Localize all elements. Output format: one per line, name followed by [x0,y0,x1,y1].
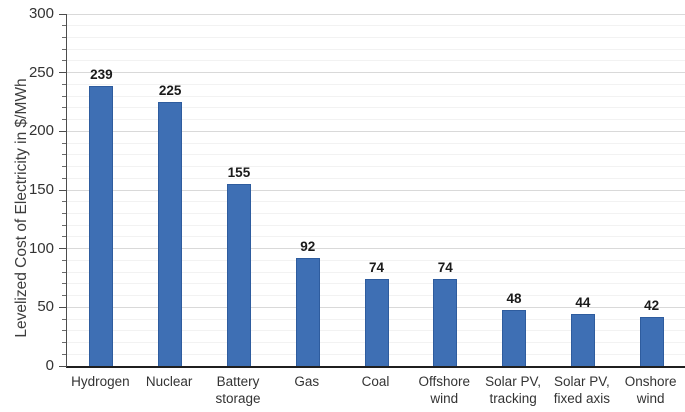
minor-gridline [67,60,685,62]
bar-value-label: 44 [575,295,591,311]
bar-value-label: 225 [158,83,182,98]
bar [639,316,664,366]
y-axis-tick [61,236,66,238]
y-axis-tick-label: 0 [45,357,54,374]
y-axis-tick [58,306,66,308]
minor-gridline [67,201,685,203]
x-axis-label: Solar PV, fixed axis [553,374,610,406]
y-axis-tick-label: 150 [28,181,54,198]
x-axis-labels: Hydrogen Nuclear Battery storage Gas Coal Off… [66,373,685,407]
bar-value-label: 239 [90,66,113,82]
x-axis-label: Offshore wind [418,374,471,406]
y-axis-tick-label: 300 [28,5,54,22]
bar [570,314,595,366]
bar [433,279,458,366]
minor-gridline [67,212,685,214]
y-axis-tick [61,271,66,273]
y-axis-tick [61,259,66,261]
y-axis-tick [61,177,66,179]
y-axis-tick [61,95,66,97]
major-gridline [67,130,685,132]
minor-gridline [67,166,685,168]
bar [226,184,251,366]
y-axis-tick [61,60,66,62]
y-axis-tick [61,119,66,121]
x-axis-label: Solar PV, tracking [485,374,541,406]
bar [89,85,114,366]
y-axis-tick [61,107,66,109]
minor-gridline [67,271,685,273]
y-axis-tick [61,330,66,332]
y-axis-tick [61,48,66,50]
y-axis-tick [61,166,66,168]
minor-gridline [67,36,685,38]
minor-gridline [67,95,685,97]
bar [502,309,527,366]
minor-gridline [67,107,685,109]
y-axis-tick-labels: 0 50 100 150 200 250 300 [0,5,54,374]
major-gridline [67,189,685,191]
y-axis-tick [61,83,66,85]
y-axis-tick [61,224,66,226]
bar-value-label: 92 [300,239,316,255]
minor-gridline [67,25,685,27]
minor-gridline [67,83,685,85]
y-axis-tick [61,353,66,355]
bar-value-label: 74 [368,260,385,276]
minor-gridline [67,142,685,144]
x-axis-label: Hydrogen [71,374,130,389]
y-axis-tick [61,295,66,297]
y-axis-tick-marks [58,13,66,367]
minor-gridline [67,48,685,50]
major-gridline [67,13,685,15]
bar-value-label: 48 [506,290,522,306]
y-axis-tick [58,13,66,15]
minor-gridline [67,177,685,179]
y-axis-tick [58,189,66,191]
x-axis-label: Gas [294,374,320,389]
x-axis-label: Onshore wind [624,374,677,406]
major-gridline [67,248,685,250]
y-axis-tick-label: 50 [37,298,54,316]
y-axis-tick [61,212,66,214]
bar [158,102,183,366]
minor-gridline [67,154,685,156]
minor-gridline [67,224,685,226]
y-axis-tick-label: 250 [28,63,54,81]
y-axis-tick [61,342,66,344]
y-axis-tick [61,36,66,38]
y-axis-tick [61,201,66,203]
y-axis-tick [58,130,66,132]
x-axis-label: Battery storage [215,374,261,406]
y-axis-tick [61,283,66,285]
y-axis-tick [61,25,66,27]
y-axis-tick [58,248,66,250]
major-gridline [67,72,685,74]
bar-value-label: 42 [644,297,660,313]
x-axis-label: Nuclear [145,374,193,389]
plot-area: 239 225 155 92 74 74 48 44 42 [66,13,685,368]
y-axis-tick [58,365,66,367]
minor-gridline [67,236,685,238]
y-axis-tick [61,142,66,144]
bar-value-label: 74 [437,260,453,276]
y-axis-tick [61,318,66,320]
bar-value-label: 155 [227,165,251,181]
y-axis-tick [58,72,66,74]
bar [295,258,320,366]
y-axis-tick-label: 200 [28,122,54,140]
minor-gridline [67,259,685,261]
y-axis-tick-label: 100 [28,239,54,257]
y-axis-tick [61,154,66,156]
bar [364,279,389,366]
x-axis-label: Coal [361,374,390,389]
minor-gridline [67,119,685,121]
